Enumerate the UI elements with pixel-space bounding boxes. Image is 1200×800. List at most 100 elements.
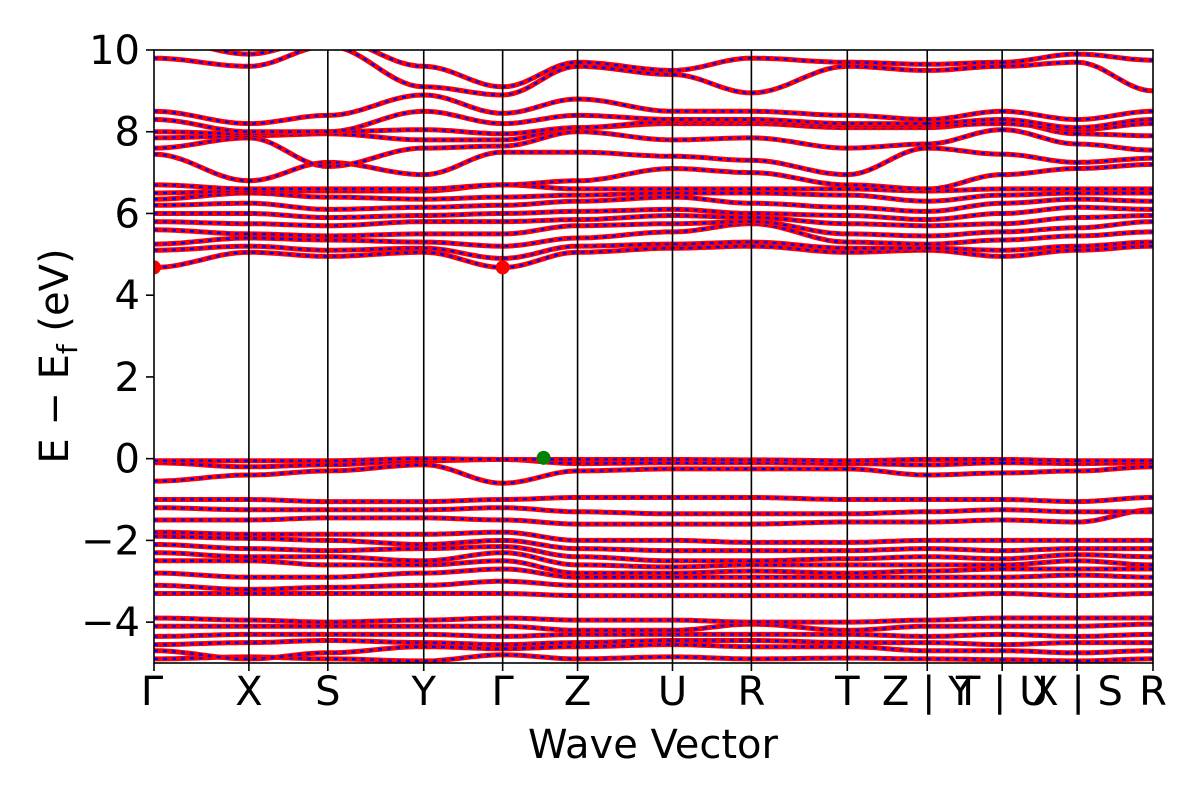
band-36-spin-down — [1077, 61, 1153, 93]
band-16-spin-down — [1077, 496, 1153, 503]
band-8-spin-up — [154, 566, 928, 580]
x-tick-label-7: R — [738, 669, 766, 715]
band-15-spin-down — [1002, 508, 1078, 513]
band-19-spin-down — [1002, 458, 1078, 462]
x-axis-title: Wave Vector — [528, 722, 779, 768]
band-12-spin-down — [927, 547, 1003, 552]
x-tick-label-1: X — [235, 669, 262, 715]
band-8-spin-down — [1002, 573, 1078, 579]
extremum-markers — [154, 260, 551, 465]
y-tick-label-5: 0 — [115, 437, 140, 483]
band-31-spin-down — [927, 128, 1003, 146]
x-tick-label-9: Z | Y — [882, 669, 973, 715]
x-tick-label-4: Γ — [492, 669, 515, 715]
y-axis-ticks: 10 8 6 4 2 0 −2 −4 — [81, 28, 154, 646]
band-11-spin-up — [154, 542, 928, 564]
band-22-spin-down — [1077, 230, 1153, 238]
plot-frame — [153, 49, 1154, 664]
band-20-spin-down — [1002, 249, 1078, 258]
band-17-spin-down — [154, 463, 928, 485]
band-18-spin-down — [927, 461, 1003, 466]
band-21-spin-down — [1002, 245, 1078, 252]
band-14-spin-down — [1002, 518, 1078, 524]
band-32-spin-down — [1077, 132, 1153, 137]
band-22-spin-down — [1002, 234, 1078, 242]
band-30-spin-down — [927, 146, 1003, 156]
band-37-spin-down — [927, 61, 1003, 66]
band-22-spin-down — [154, 222, 928, 248]
band-3-spin-up — [154, 631, 928, 639]
band-6-spin-up — [154, 591, 928, 599]
band-24-spin-up — [154, 213, 928, 229]
band-25-spin-down — [1077, 206, 1153, 211]
band-5-spin-up — [154, 615, 928, 625]
band-23-spin-up — [154, 219, 928, 239]
band-6-spin-down — [1077, 592, 1153, 597]
band-22-spin-down — [927, 238, 1003, 246]
band-2-spin-down — [927, 641, 1003, 646]
x-tick-label-11: X | S — [1031, 669, 1123, 715]
band-3-spin-down — [1077, 633, 1153, 638]
band-27-spin-up — [154, 190, 928, 204]
band-14-spin-up — [154, 515, 928, 527]
y-axis-title-main: E − E — [32, 354, 78, 464]
band-0-spin-down — [1002, 658, 1078, 663]
y-axis-title-subscript: f — [51, 343, 84, 354]
band-37-spin-up — [207, 50, 928, 90]
band-23-spin-down — [1077, 220, 1153, 229]
band-27-spin-down — [927, 193, 1003, 203]
band-17-spin-down — [1077, 465, 1153, 473]
band-9-spin-up — [154, 558, 928, 576]
band-13-spin-up — [154, 529, 928, 545]
cbm-marker-0 — [154, 260, 161, 275]
x-axis-ticks: Γ X S Y Γ Z U R T Z | YT | UX | S R — [141, 663, 1167, 715]
band-36-spin-down — [927, 65, 1003, 72]
x-tick-label-3: Y — [411, 669, 437, 715]
band-15-spin-up — [154, 505, 928, 517]
band-26-spin-up — [154, 194, 928, 214]
band-12-spin-down — [1002, 547, 1078, 552]
y-tick-label-7: −4 — [81, 600, 140, 646]
band-10-spin-down — [1002, 559, 1078, 567]
band-31-spin-down — [1077, 142, 1153, 152]
band-11-spin-down — [1077, 553, 1153, 558]
band-34-spin-down — [1002, 118, 1078, 129]
band-1-spin-down — [154, 643, 928, 661]
y-tick-label-0: 10 — [89, 28, 140, 74]
y-tick-label-1: 8 — [115, 110, 140, 156]
band-14-spin-down — [927, 518, 1003, 524]
band-16-spin-up — [154, 495, 928, 505]
band-24-spin-down — [1077, 214, 1153, 219]
y-tick-label-4: 2 — [115, 355, 140, 401]
band-32-spin-down — [154, 122, 928, 142]
y-tick-label-3: 4 — [115, 273, 140, 319]
x-tick-label-0: Γ — [141, 669, 164, 715]
band-21-spin-down — [927, 247, 1003, 252]
band-30-spin-down — [1077, 157, 1153, 164]
band-29-spin-down — [1077, 163, 1153, 170]
band-30-spin-down — [1002, 153, 1078, 164]
band-25-spin-down — [1002, 206, 1078, 215]
band-21-spin-down — [1077, 240, 1153, 248]
band-20-spin-down — [1077, 245, 1153, 252]
band-36-spin-down — [1002, 61, 1078, 68]
x-tick-label-10: T | U — [955, 669, 1049, 715]
band-21-spin-down — [154, 240, 928, 260]
band-30-spin-down — [154, 146, 928, 183]
band-23-spin-down — [1002, 226, 1078, 234]
band-34-spin-down — [154, 110, 928, 133]
band-34-spin-down — [927, 118, 1003, 125]
band-31-spin-down — [154, 130, 928, 168]
x-tick-label-5: Z — [564, 669, 591, 715]
band-31-spin-down — [1002, 128, 1078, 146]
band-1-spin-down — [1077, 649, 1153, 654]
band-25-spin-up — [154, 206, 928, 223]
cbm-marker-1 — [495, 260, 510, 275]
band-5-spin-down — [927, 616, 1003, 622]
band-24-spin-down — [1002, 216, 1078, 225]
band-24-spin-down — [927, 222, 1003, 227]
x-tick-label-8: T — [834, 669, 860, 715]
band-23-spin-down — [927, 230, 1003, 238]
x-tick-label-2: S — [315, 669, 340, 715]
band-36-spin-down — [154, 50, 928, 97]
